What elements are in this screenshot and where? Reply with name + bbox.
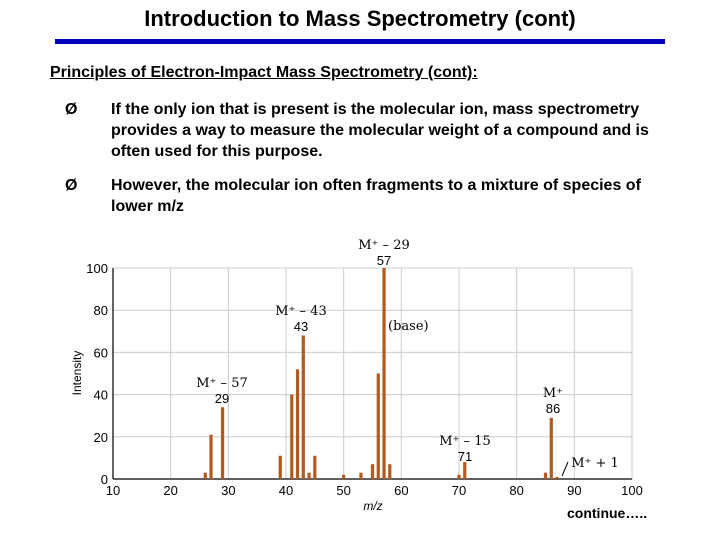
- y-tick-label: 40: [94, 388, 108, 403]
- annotation-label: M⁺ + 1: [571, 456, 619, 471]
- spectrum-bar: [388, 464, 392, 479]
- y-axis-title: Intensity: [70, 351, 84, 396]
- y-tick-label: 20: [94, 430, 108, 445]
- annotation-value: 71: [458, 449, 472, 464]
- spectrum-bar: [209, 434, 213, 479]
- x-tick-label: 50: [336, 483, 350, 498]
- annotation-value: 86: [546, 401, 560, 416]
- annotation-value: 57: [377, 253, 391, 268]
- y-tick-label: 0: [101, 472, 108, 487]
- spectrum-bar: [543, 472, 548, 479]
- slide-subtitle: Principles of Electron-Impact Mass Spect…: [50, 64, 478, 81]
- bullet-marker-1: Ø: [65, 101, 78, 118]
- x-tick-label: 30: [221, 483, 235, 498]
- spectrum-bar: [370, 464, 375, 479]
- x-tick-label: 60: [394, 483, 408, 498]
- spectrum-bar: [376, 373, 380, 479]
- spectrum-bar: [307, 472, 311, 479]
- x-tick-label: 40: [279, 483, 293, 498]
- spectrum-bar: [203, 472, 207, 479]
- annotation-label: (base): [388, 319, 429, 334]
- continue-label: continue…..: [567, 505, 648, 521]
- spectrum-bar: [555, 476, 559, 479]
- y-tick-label: 80: [94, 303, 108, 318]
- x-tick-label: 90: [567, 483, 581, 498]
- spectrum-bar: [342, 474, 346, 479]
- annotation-label: M⁺ – 15: [439, 434, 490, 449]
- x-tick-label: 20: [163, 483, 177, 498]
- annotation-label: M⁺ – 57: [196, 376, 247, 391]
- x-tick-label: 10: [106, 483, 120, 498]
- spectrum-bar: [295, 369, 300, 479]
- annotation-label: M⁺: [543, 386, 563, 401]
- bullet-text-2: However, the molecular ion often fragmen…: [111, 177, 641, 215]
- annotation-value: 43: [294, 319, 308, 334]
- y-tick-label: 100: [86, 261, 108, 276]
- x-axis-title: m/z: [363, 499, 382, 513]
- slide-title: Introduction to Mass Spectrometry (cont): [144, 6, 576, 31]
- spectrum-bar: [457, 474, 461, 479]
- bullet-text-1: If the only ion that is present is the m…: [111, 101, 649, 160]
- spectrum-bar: [359, 472, 363, 479]
- bullet-marker-2: Ø: [65, 177, 78, 194]
- spectrum-bar: [463, 462, 467, 479]
- annotation-leader-line: [561, 461, 569, 477]
- x-tick-label: 80: [509, 483, 523, 498]
- spectrum-bar: [220, 407, 225, 479]
- title-underline: [55, 39, 665, 44]
- spectrum-bar: [549, 417, 553, 479]
- annotation-label: M⁺ – 29: [358, 238, 409, 253]
- spectrum-bar: [301, 335, 305, 479]
- spectrum-bar: [313, 455, 317, 479]
- x-tick-label: 70: [452, 483, 466, 498]
- y-tick-label: 60: [94, 345, 108, 360]
- spectrum-bar: [290, 394, 294, 479]
- spectrum-bar: [278, 455, 282, 479]
- spectrum-bar: [382, 268, 386, 479]
- annotation-label: M⁺ – 43: [275, 304, 326, 319]
- x-tick-label: 100: [621, 483, 643, 498]
- annotation-value: 29: [215, 391, 229, 406]
